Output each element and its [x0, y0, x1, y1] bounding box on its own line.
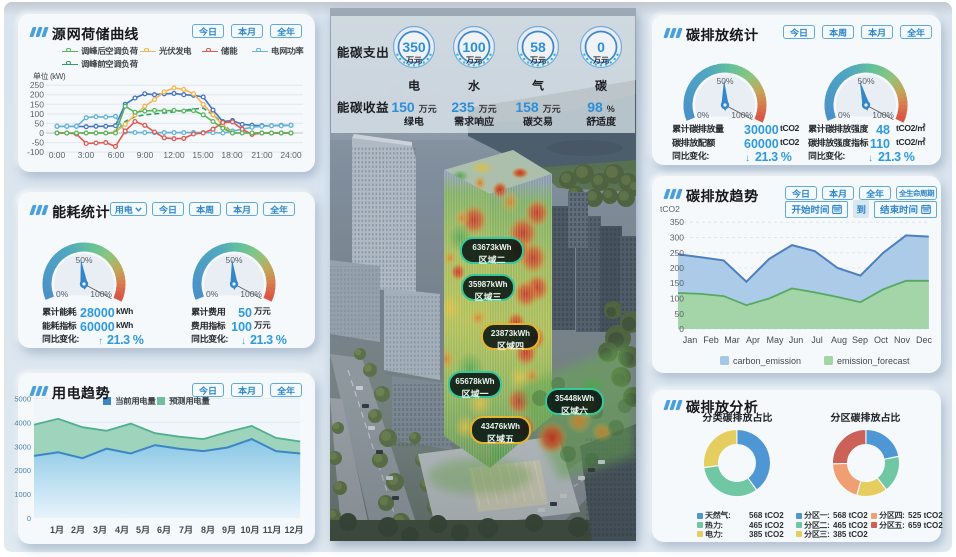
- svg-text:tCO2: tCO2: [660, 203, 680, 215]
- svg-text:100: 100: [30, 108, 44, 120]
- svg-text:6:00: 6:00: [108, 149, 125, 161]
- svg-text:5000: 5000: [14, 394, 31, 405]
- svg-text:2月: 2月: [71, 523, 85, 536]
- svg-text:Sep: Sep: [852, 333, 868, 346]
- svg-text:0%: 0%: [697, 109, 710, 121]
- svg-text:50%: 50%: [75, 254, 92, 266]
- svg-text:3:00: 3:00: [78, 149, 95, 161]
- svg-text:200: 200: [670, 262, 684, 274]
- svg-text:Oct: Oct: [874, 333, 889, 346]
- svg-text:0%: 0%: [56, 288, 69, 300]
- svg-text:3月: 3月: [93, 523, 107, 536]
- svg-text:18:00: 18:00: [221, 149, 243, 161]
- svg-text:24:00: 24:00: [280, 149, 302, 161]
- svg-text:15:00: 15:00: [192, 149, 214, 161]
- svg-text:-50: -50: [32, 137, 45, 149]
- svg-text:12月: 12月: [284, 523, 303, 536]
- svg-text:Aug: Aug: [831, 333, 847, 346]
- svg-text:150: 150: [30, 98, 44, 110]
- svg-text:50%: 50%: [716, 75, 733, 87]
- svg-text:10月: 10月: [240, 523, 259, 536]
- svg-text:50: 50: [35, 117, 45, 129]
- svg-text:100%: 100%: [872, 109, 894, 121]
- svg-text:9月: 9月: [222, 523, 236, 536]
- svg-text:100%: 100%: [240, 288, 262, 300]
- svg-text:250: 250: [30, 79, 44, 91]
- svg-text:Apr: Apr: [746, 333, 760, 346]
- svg-text:250: 250: [670, 247, 684, 259]
- svg-text:50%: 50%: [857, 75, 874, 87]
- svg-text:0: 0: [39, 127, 44, 139]
- svg-text:5月: 5月: [136, 523, 150, 536]
- svg-text:emission_forecast: emission_forecast: [837, 354, 910, 367]
- svg-text:Mar: Mar: [724, 333, 740, 346]
- svg-text:3000: 3000: [14, 441, 31, 452]
- svg-text:1月: 1月: [50, 523, 64, 536]
- svg-text:0: 0: [27, 513, 31, 524]
- svg-text:0%: 0%: [838, 109, 851, 121]
- svg-text:350: 350: [670, 216, 684, 228]
- svg-text:7月: 7月: [179, 523, 193, 536]
- svg-text:Feb: Feb: [703, 333, 719, 346]
- svg-text:4000: 4000: [14, 417, 31, 428]
- svg-text:Jan: Jan: [683, 333, 698, 346]
- svg-text:12:00: 12:00: [163, 149, 185, 161]
- svg-text:May: May: [766, 333, 784, 346]
- svg-text:300: 300: [670, 232, 684, 244]
- svg-text:21:00: 21:00: [251, 149, 273, 161]
- svg-text:11月: 11月: [263, 523, 282, 536]
- svg-text:4月: 4月: [115, 523, 129, 536]
- svg-text:1000: 1000: [14, 489, 31, 500]
- svg-text:carbon_emission: carbon_emission: [733, 354, 801, 367]
- svg-text:Jul: Jul: [811, 333, 823, 346]
- svg-text:0:00: 0:00: [49, 149, 66, 161]
- svg-text:0%: 0%: [206, 288, 219, 300]
- svg-text:100%: 100%: [731, 109, 753, 121]
- svg-text:200: 200: [30, 89, 44, 101]
- svg-text:Dec: Dec: [916, 333, 933, 346]
- svg-text:8月: 8月: [201, 523, 215, 536]
- svg-text:6月: 6月: [157, 523, 171, 536]
- svg-text:100: 100: [670, 293, 684, 305]
- svg-text:50: 50: [675, 308, 685, 320]
- svg-text:150: 150: [670, 277, 684, 289]
- svg-text:50%: 50%: [225, 254, 242, 266]
- svg-text:Jun: Jun: [789, 333, 804, 346]
- svg-text:100%: 100%: [90, 288, 112, 300]
- svg-text:-100: -100: [27, 146, 44, 158]
- svg-text:Nov: Nov: [894, 333, 911, 346]
- svg-text:9:00: 9:00: [137, 149, 154, 161]
- svg-text:2000: 2000: [14, 465, 31, 476]
- svg-text:0: 0: [679, 323, 684, 335]
